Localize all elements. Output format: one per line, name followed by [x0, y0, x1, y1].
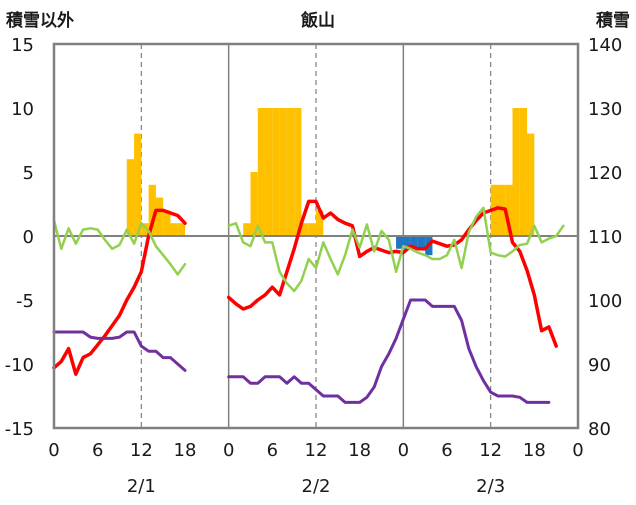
x-tick-label: 18 [174, 440, 197, 461]
y-right-tick-label: 90 [588, 355, 611, 376]
snowfall-bar [396, 236, 404, 249]
x-tick-label: 0 [572, 440, 583, 461]
snowfall-bar [417, 236, 426, 249]
chart-title: 飯山 [300, 10, 335, 31]
x-tick-label: 6 [267, 440, 278, 461]
snowfall-bar [141, 223, 149, 236]
x-tick-label: 0 [48, 440, 59, 461]
purple-series-line [227, 298, 551, 404]
y-right-tick-label: 110 [588, 227, 622, 248]
snowfall-bar [163, 210, 171, 236]
x-tick-label: 18 [523, 440, 546, 461]
y-left-tick-label: -15 [5, 419, 34, 440]
green-series-line [227, 206, 565, 293]
y-left-tick-label: 10 [11, 99, 34, 120]
snowfall-bar [250, 172, 258, 236]
snowfall-bar [308, 223, 316, 236]
y-right-tick-label: 80 [588, 419, 611, 440]
snowfall-bar [148, 184, 156, 236]
x-tick-label: 0 [398, 440, 409, 461]
snowfall-bar [294, 108, 302, 236]
snowfall-bar [134, 133, 142, 236]
y-left-tick-label: 15 [11, 35, 34, 56]
y-right-tick-label: 120 [588, 163, 622, 184]
bar-layer [126, 108, 535, 256]
x-tick-label: 12 [479, 440, 502, 461]
day-label: 2/2 [302, 476, 331, 497]
frame-layer [52, 42, 580, 430]
snowfall-bar [410, 236, 418, 249]
day-label: 2/1 [127, 476, 156, 497]
y-right-tick-label: 140 [588, 35, 622, 56]
snowfall-bar [301, 223, 309, 236]
text-layer: 積雪以外 飯山 積雪 [6, 10, 630, 31]
snowfall-bar [497, 184, 506, 236]
snowfall-bar [243, 223, 251, 236]
snowfall-bar [512, 108, 520, 236]
snowfall-bar [265, 108, 273, 236]
x-tick-label: 6 [92, 440, 103, 461]
y-left-axis-title: 積雪以外 [6, 10, 74, 31]
snowfall-bar [527, 133, 535, 236]
snowfall-bar [170, 223, 178, 236]
y-left-tick-label: 5 [23, 163, 34, 184]
x-tick-label: 6 [441, 440, 452, 461]
snowfall-bar [403, 236, 411, 249]
snowfall-bar [316, 210, 324, 236]
snowfall-bar [505, 184, 513, 236]
purple-series-line [52, 330, 187, 372]
snowfall-bar [286, 108, 295, 236]
x-tick-label: 12 [305, 440, 328, 461]
snowfall-bar [177, 223, 185, 236]
y-left-tick-label: 0 [23, 227, 34, 248]
day-label: 2/3 [476, 476, 505, 497]
x-tick-label: 0 [223, 440, 234, 461]
line-layer [52, 199, 565, 404]
y-right-axis-title: 積雪 [596, 10, 630, 31]
y-left-tick-label: -10 [5, 355, 34, 376]
green-series-line [52, 219, 187, 276]
x-tick-label: 18 [348, 440, 371, 461]
snowfall-bar [272, 108, 280, 236]
plot-frame [52, 42, 580, 430]
snowfall-bar [126, 159, 135, 236]
y-right-tick-label: 100 [588, 291, 622, 312]
red-series-line [52, 208, 187, 376]
snowfall-bar [279, 108, 287, 236]
snowfall-bar [257, 108, 266, 236]
snowfall-bar [155, 197, 164, 236]
x-tick-label: 12 [130, 440, 153, 461]
snowfall-bar [519, 108, 528, 236]
y-left-tick-label: -5 [16, 291, 34, 312]
y-right-tick-label: 130 [588, 99, 622, 120]
